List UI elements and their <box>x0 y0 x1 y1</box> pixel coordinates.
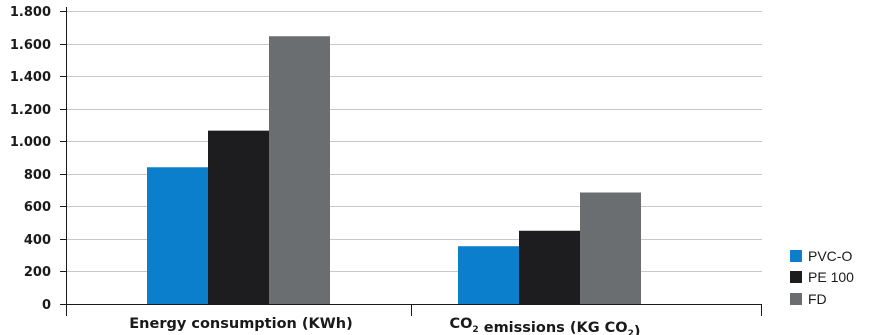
y-tick-label: 1.400 <box>10 70 51 85</box>
legend-label: PVC-O <box>808 248 852 264</box>
y-tick-label: 1.600 <box>10 38 51 53</box>
y-tick-label: 1.200 <box>10 103 51 118</box>
bar-pe-100-1 <box>208 130 269 304</box>
bar-pe-100-2 <box>519 230 580 304</box>
legend: PVC-O PE 100 FD <box>790 248 854 307</box>
bar-fd-1 <box>269 36 330 304</box>
legend-label: FD <box>808 291 827 307</box>
legend-swatch-pe-100 <box>790 271 802 283</box>
y-tick-label: 1.000 <box>10 135 51 150</box>
y-tick-label: 800 <box>24 168 51 183</box>
y-tick-label: 1.800 <box>10 5 51 20</box>
axes <box>60 7 762 316</box>
y-tick-label: 0 <box>42 298 51 313</box>
y-tick-label: 200 <box>24 265 51 280</box>
bar-pvc-o-1 <box>147 167 208 304</box>
x-category-labels: Energy consumption (KWh) CO2 emissions (K… <box>129 316 640 335</box>
x-category-label: Energy consumption (KWh) <box>129 316 352 332</box>
legend-swatch-pvc-o <box>790 250 802 262</box>
legend-swatch-fd <box>790 293 802 305</box>
y-tick-label: 400 <box>24 233 51 248</box>
y-tick-label: 600 <box>24 200 51 215</box>
legend-label: PE 100 <box>808 269 854 285</box>
bar-fd-2 <box>580 192 641 304</box>
bars <box>147 36 641 304</box>
y-tick-labels: 0 200 400 600 800 1.000 1.200 1.400 1.600 1.800 <box>10 5 51 313</box>
bar-pvc-o-2 <box>458 246 519 304</box>
x-category-label: CO2 emissions (KG CO2) <box>449 316 640 335</box>
